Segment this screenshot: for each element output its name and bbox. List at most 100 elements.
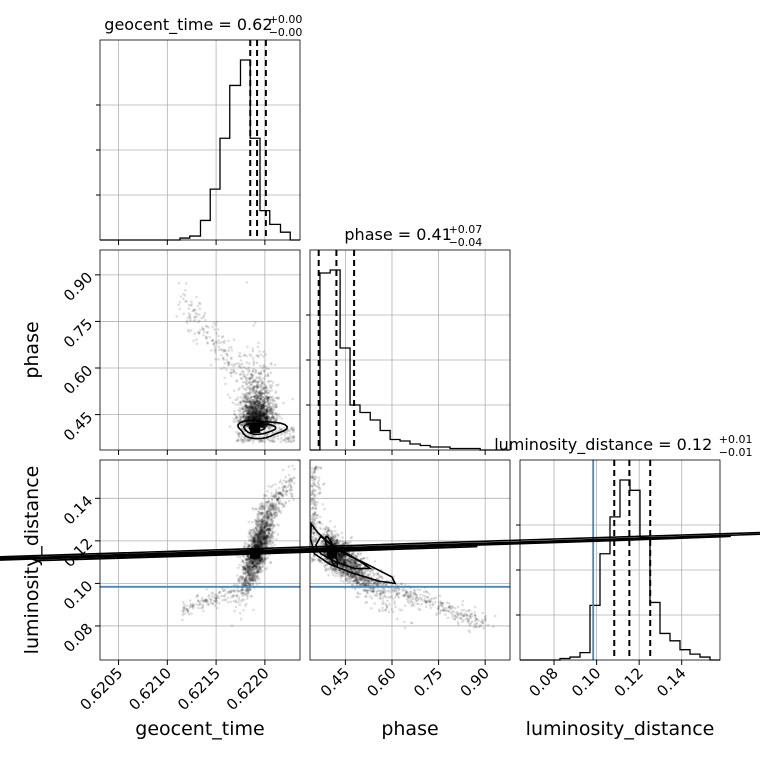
sample-point	[270, 498, 274, 501]
sample-point	[270, 522, 273, 526]
sample-point	[267, 485, 271, 488]
sample-point	[254, 537, 258, 540]
sample-point	[245, 415, 248, 418]
sample-point	[250, 386, 254, 390]
sample-point	[248, 532, 252, 535]
sample-point	[254, 413, 258, 417]
sample-point	[242, 354, 246, 358]
sample-point	[373, 560, 377, 563]
sample-point	[261, 413, 264, 417]
sample-point	[254, 507, 257, 511]
sample-point	[289, 492, 292, 495]
sample-point	[262, 377, 266, 380]
sample-point	[271, 417, 274, 420]
sample-point	[266, 399, 270, 403]
sample-point	[210, 595, 214, 598]
sample-point	[243, 572, 246, 575]
sample-point	[256, 407, 260, 410]
sample-point	[270, 363, 273, 366]
sample-point	[250, 407, 253, 411]
sample-point	[257, 408, 261, 412]
sample-point	[177, 303, 180, 307]
sample-point	[285, 489, 289, 493]
sample-point	[256, 570, 259, 574]
sample-point	[255, 403, 259, 407]
sample-point	[227, 339, 230, 343]
sample-point	[264, 556, 268, 559]
sample-point	[252, 414, 256, 417]
sample-point	[269, 417, 272, 420]
sample-point	[268, 438, 272, 442]
sample-point	[286, 436, 290, 440]
sample-point	[194, 318, 197, 322]
sample-point	[238, 386, 241, 390]
sample-point	[275, 397, 279, 400]
sample-point	[249, 409, 252, 413]
sample-point	[252, 408, 256, 412]
sample-point	[255, 389, 259, 393]
sample-point	[265, 385, 268, 389]
sample-point	[275, 396, 278, 400]
sample-point	[255, 524, 258, 528]
sample-point	[260, 415, 263, 418]
sample-point	[251, 410, 255, 414]
sample-point	[264, 567, 267, 571]
sample-point	[199, 328, 202, 332]
sample-point	[249, 399, 252, 402]
sample-point	[225, 353, 229, 356]
sample-point	[254, 407, 258, 411]
sample-point	[244, 380, 247, 384]
sample-point	[254, 405, 258, 409]
sample-point	[201, 605, 205, 608]
sample-point	[216, 606, 219, 610]
sample-point	[275, 434, 279, 438]
sample-point	[258, 413, 261, 416]
sample-point	[221, 335, 225, 338]
sample-point	[251, 400, 254, 404]
sample-point	[259, 415, 262, 418]
sample-point	[250, 406, 254, 409]
sample-point	[259, 390, 263, 394]
sample-point	[252, 411, 255, 414]
sample-point	[213, 328, 216, 331]
sample-point	[267, 409, 271, 413]
sample-point	[244, 403, 248, 407]
sample-point	[262, 404, 266, 408]
sample-point	[334, 529, 337, 533]
sample-point	[250, 410, 253, 414]
sample-point	[261, 366, 264, 370]
sample-point	[243, 568, 247, 572]
sample-point	[239, 359, 243, 362]
sample-point	[269, 543, 273, 546]
sample-point	[243, 395, 247, 399]
sample-point	[262, 400, 265, 404]
sample-point	[225, 368, 228, 372]
sample-point	[269, 409, 273, 413]
sample-point	[248, 353, 252, 356]
sample-point	[261, 412, 265, 415]
sample-point	[270, 519, 274, 522]
sample-point	[252, 361, 256, 365]
sample-point	[252, 409, 256, 413]
sample-point	[261, 504, 265, 508]
sample-point	[244, 400, 247, 404]
sample-point	[241, 407, 245, 411]
sample-point	[258, 418, 262, 421]
sample-point	[236, 574, 239, 577]
sample-point	[255, 376, 258, 379]
sample-point	[234, 402, 237, 406]
sample-point	[253, 412, 256, 415]
sample-point	[263, 412, 267, 415]
sample-point	[284, 492, 287, 496]
sample-point	[254, 405, 258, 409]
sample-point	[247, 370, 250, 374]
sample-point	[262, 405, 266, 409]
sample-point	[229, 600, 232, 604]
sample-point	[244, 376, 248, 379]
sample-point	[242, 609, 245, 612]
sample-point	[244, 416, 248, 420]
sample-point	[220, 594, 223, 598]
sample-point	[251, 408, 255, 412]
sample-point	[265, 536, 268, 539]
sample-point	[254, 416, 257, 420]
